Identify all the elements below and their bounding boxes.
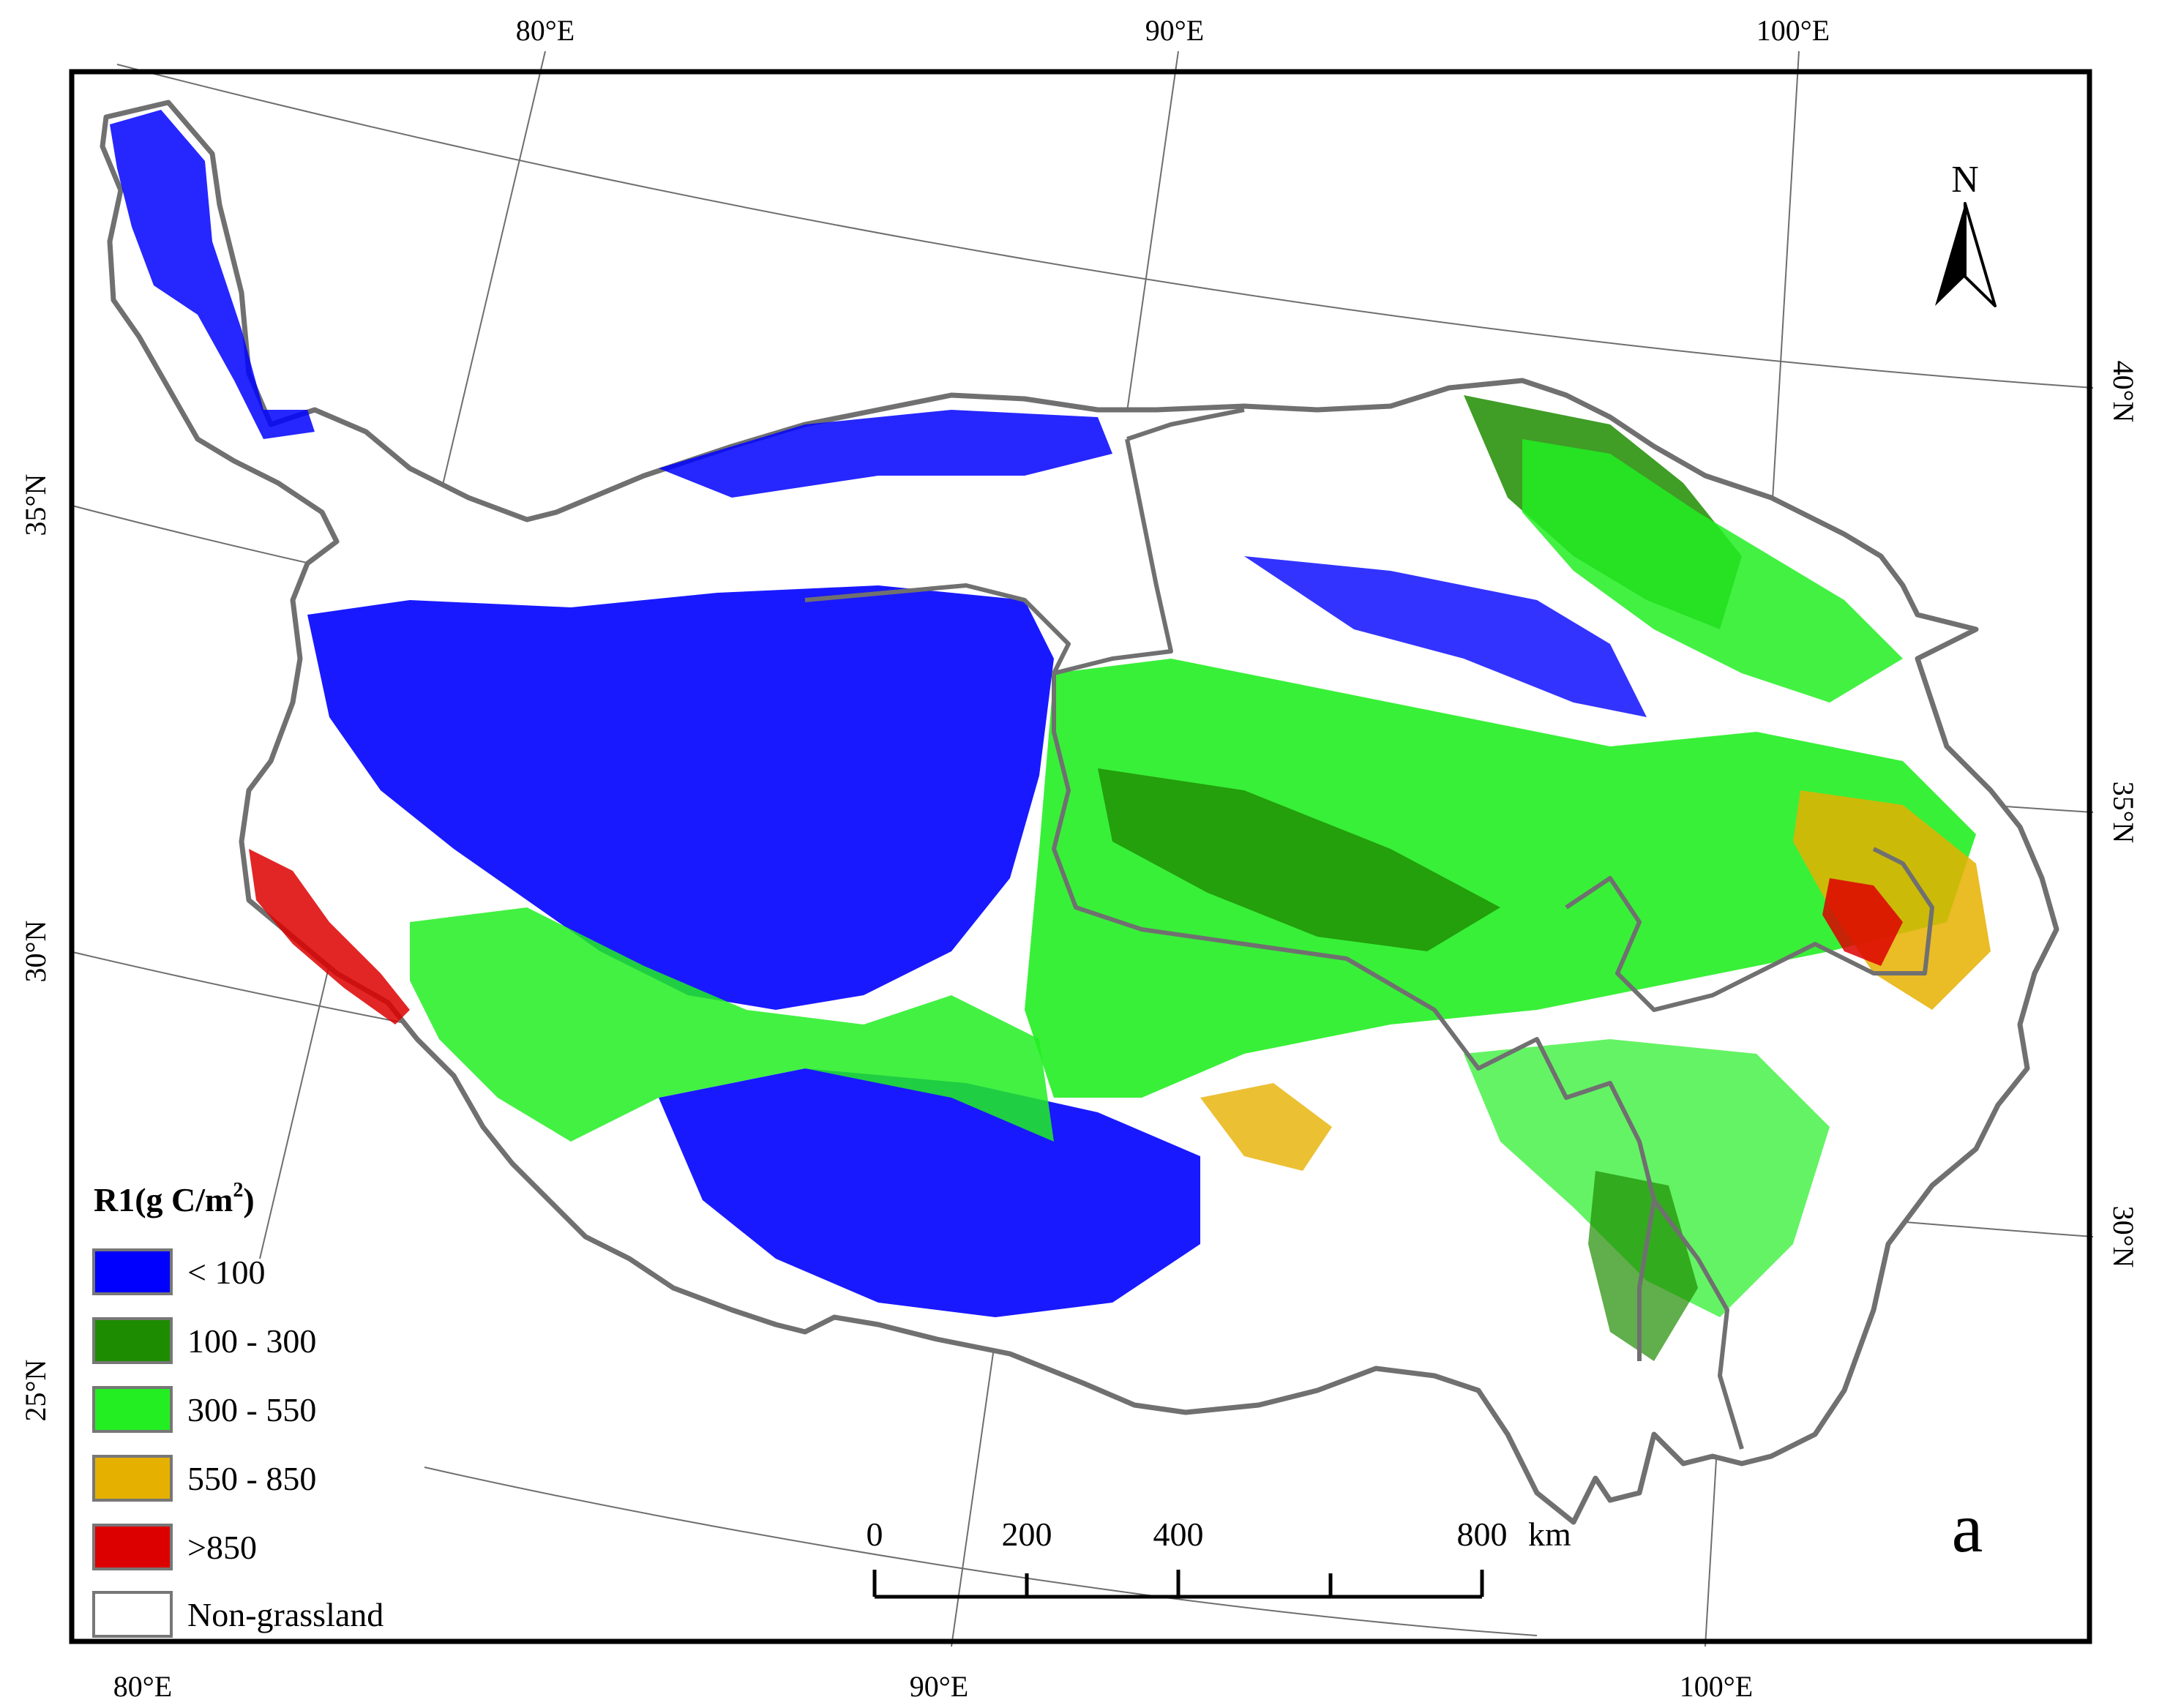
internal-boundaries [804, 408, 1934, 1450]
right-lat-30: 30°N [2107, 1206, 2140, 1268]
north-arrow: N [1935, 159, 1997, 307]
scale-tick-200: 200 [1002, 1516, 1052, 1553]
right-lat-35: 35°N [2107, 782, 2140, 844]
legend-label-300-550: 300 - 550 [187, 1391, 316, 1428]
r1-class-regions [110, 110, 1991, 1361]
left-lat-30: 30°N [19, 921, 52, 983]
legend-swatch-non-grassland [92, 1591, 173, 1638]
panel-label: a [1952, 1488, 1983, 1567]
north-arrow-icon [1935, 203, 1965, 306]
scale-bar: 0 200 400 800 km [867, 1516, 1571, 1599]
scale-tick-400: 400 [1153, 1516, 1204, 1553]
top-lon-90: 90°E [1145, 14, 1204, 47]
legend-label-100-300: 100 - 300 [187, 1322, 316, 1360]
legend-label-gt850: >850 [187, 1529, 257, 1566]
legend-swatch-lt100 [92, 1248, 173, 1295]
legend-label-non-grassland: Non-grassland [187, 1596, 383, 1633]
scale-tick-0: 0 [867, 1516, 883, 1553]
scale-unit: km [1528, 1516, 1571, 1553]
bottom-lon-100: 100°E [1680, 1670, 1753, 1703]
top-lon-80: 80°E [516, 14, 575, 47]
map-frame [69, 69, 2092, 1644]
bottom-lon-90: 90°E [910, 1670, 968, 1703]
scale-tick-800: 800 [1457, 1516, 1508, 1553]
left-lat-25: 25°N [19, 1360, 52, 1422]
legend-swatch-gt850 [92, 1524, 173, 1570]
legend: R1(g C/m2) < 100 100 - 300 300 - 550 550… [92, 1179, 383, 1638]
legend-swatch-550-850 [92, 1455, 173, 1502]
north-arrow-label: N [1951, 159, 1979, 201]
right-lat-40: 40°N [2107, 361, 2140, 423]
legend-swatch-300-550 [92, 1386, 173, 1433]
legend-title: R1(g C/m2) [94, 1179, 255, 1218]
legend-label-lt100: < 100 [187, 1254, 265, 1291]
left-lat-35: 35°N [19, 474, 52, 536]
bottom-lon-80: 80°E [113, 1670, 172, 1703]
legend-swatch-100-300 [92, 1317, 173, 1364]
top-lon-100: 100°E [1756, 14, 1830, 47]
legend-label-550-850: 550 - 850 [187, 1460, 316, 1497]
